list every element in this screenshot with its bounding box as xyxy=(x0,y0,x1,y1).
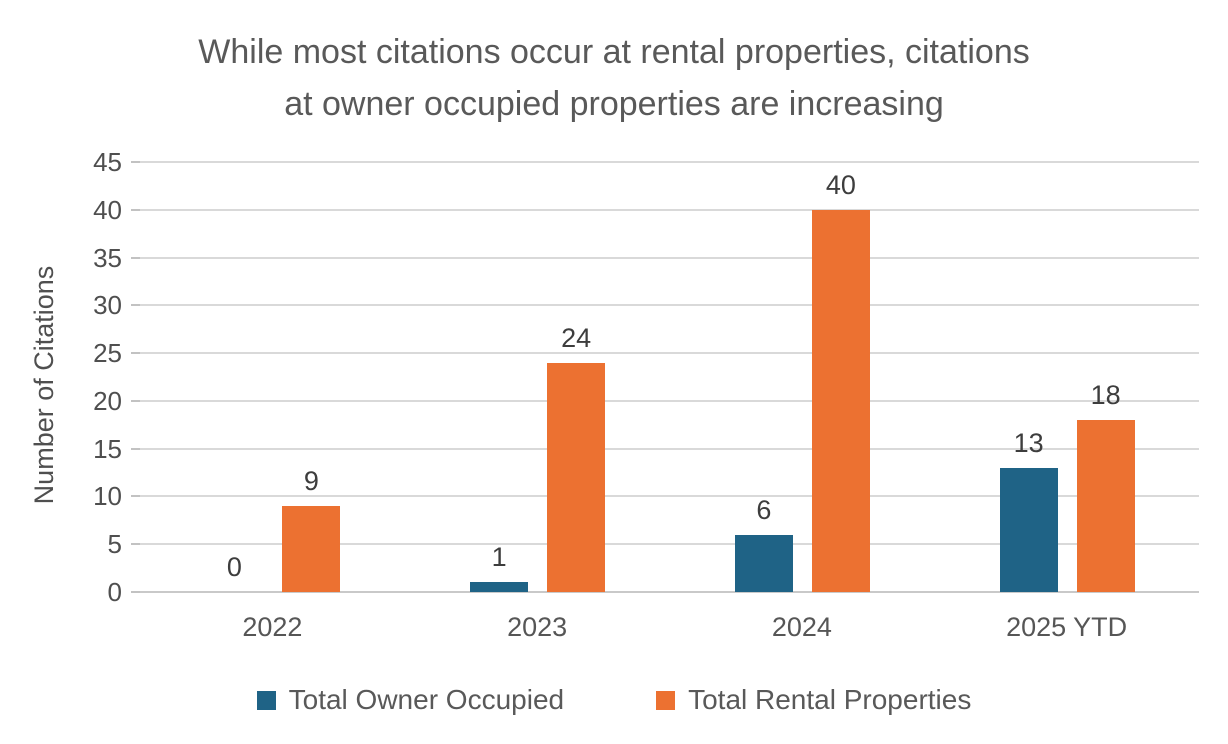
bar-value-label: 0 xyxy=(226,552,242,582)
gridline xyxy=(140,447,1199,450)
y-axis-tick-label: 45 xyxy=(93,147,122,177)
gridline xyxy=(140,495,1199,498)
x-axis-label: 2025 YTD xyxy=(1006,612,1128,642)
y-axis-tick-label: 5 xyxy=(107,529,122,560)
gridline xyxy=(140,352,1199,355)
legend-swatch-owner-occupied-icon xyxy=(256,690,276,710)
y-axis-tick-label: 15 xyxy=(93,433,122,464)
bar-total-owner-occupied xyxy=(470,582,529,592)
bar-value-label: 18 xyxy=(1090,380,1121,410)
y-axis-tick-label: 40 xyxy=(93,194,122,225)
y-axis-tick-label: 10 xyxy=(93,481,122,512)
y-axis-tick xyxy=(131,591,140,593)
gridline xyxy=(140,543,1199,546)
bar-total-owner-occupied xyxy=(734,534,793,592)
x-axis-label: 2024 xyxy=(771,612,832,642)
chart-title: While most citations occur at rental pro… xyxy=(0,26,1228,130)
legend-item-owner-occupied: Total Owner Occupied xyxy=(256,684,565,716)
y-axis-tick xyxy=(131,352,140,355)
legend-label: Total Rental Properties xyxy=(688,684,972,715)
bar-total-owner-occupied xyxy=(999,467,1058,592)
bar-total-rental-properties xyxy=(547,362,606,592)
legend-label: Total Owner Occupied xyxy=(288,684,565,715)
bar-value-label: 24 xyxy=(561,322,592,353)
y-axis-tick xyxy=(131,447,140,450)
y-axis-tick xyxy=(131,399,140,402)
y-axis-tick xyxy=(131,495,140,498)
gridline xyxy=(140,208,1199,211)
y-axis-tick-label: 35 xyxy=(93,242,122,273)
x-axis-label: 2022 xyxy=(242,612,303,642)
y-axis-tick xyxy=(131,543,140,546)
y-axis-tick xyxy=(131,161,140,163)
bar-value-label: 1 xyxy=(491,542,507,573)
chart-title-line1: While most citations occur at rental pro… xyxy=(198,33,1030,71)
y-axis-tick xyxy=(131,208,140,211)
plot-area xyxy=(131,161,1199,593)
x-axis-label: 2023 xyxy=(507,612,568,642)
bar-value-label: 9 xyxy=(303,466,319,496)
legend-swatch-rental-properties-icon xyxy=(656,690,676,710)
legend-item-rental-properties: Total Rental Properties xyxy=(656,684,971,716)
gridline xyxy=(140,161,1199,163)
y-axis-tick-label: 20 xyxy=(93,385,122,416)
bar-total-rental-properties xyxy=(282,506,341,592)
bar-value-label: 6 xyxy=(756,494,772,525)
chart-title-line2: at owner occupied properties are increas… xyxy=(284,85,944,123)
legend: Total Owner Occupied Total Rental Proper… xyxy=(0,678,1228,722)
bar-value-label: 13 xyxy=(1013,427,1044,458)
y-axis-tick-label: 30 xyxy=(93,290,122,321)
bar-value-label: 40 xyxy=(825,169,856,200)
x-axis-line xyxy=(140,591,1199,593)
y-axis-tick xyxy=(131,304,140,307)
y-axis-tick-label: 0 xyxy=(107,577,122,607)
gridline xyxy=(140,399,1199,402)
y-axis-tick-label: 25 xyxy=(93,338,122,369)
bar-total-rental-properties xyxy=(811,209,870,592)
gridline xyxy=(140,256,1199,259)
bar-total-rental-properties xyxy=(1076,420,1135,592)
gridline xyxy=(140,304,1199,307)
y-axis-tick xyxy=(131,256,140,259)
